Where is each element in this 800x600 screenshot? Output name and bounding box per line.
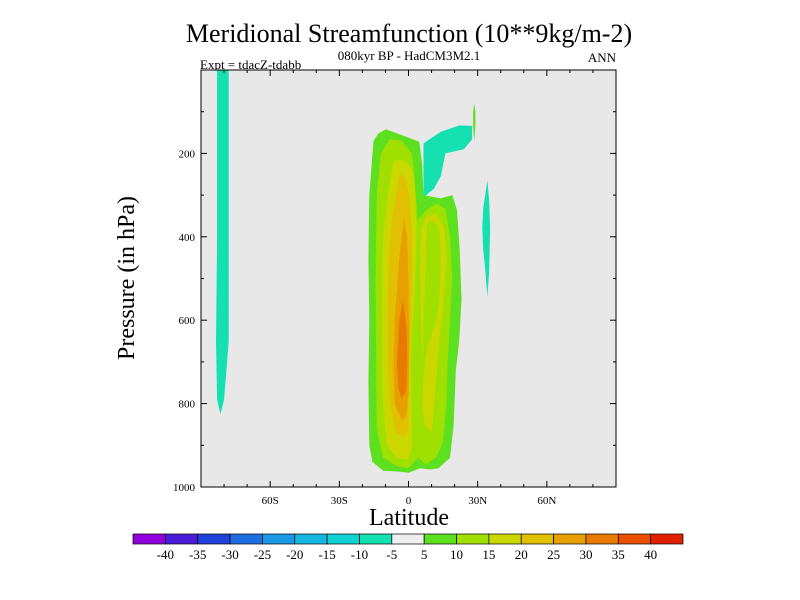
season-label: ANN <box>588 50 617 65</box>
y-tick-label: 800 <box>179 399 196 411</box>
colorbar-swatch <box>262 533 296 545</box>
colorbar-label: -20 <box>286 547 303 562</box>
colorbar-label: 10 <box>450 547 463 562</box>
colorbar-label: -30 <box>221 547 238 562</box>
colorbar-swatch <box>488 533 522 545</box>
x-tick-label: 30N <box>468 495 487 507</box>
colorbar-label: 5 <box>421 547 428 562</box>
colorbar-label: -15 <box>318 547 335 562</box>
chart-subtitle: 080kyr BP - HadCM3M2.1 <box>338 48 481 63</box>
x-tick-label: 30S <box>331 495 348 507</box>
colorbar-swatch <box>229 533 263 545</box>
colorbar-swatch <box>650 533 684 545</box>
colorbar-swatch <box>456 533 490 545</box>
contour--5-0 <box>216 70 229 415</box>
colorbar-label: -25 <box>254 547 271 562</box>
x-tick-label: 60S <box>262 495 279 507</box>
x-tick-label: 0 <box>406 495 412 507</box>
colorbar-swatch <box>359 533 393 545</box>
colorbar-swatch <box>326 533 360 545</box>
experiment-label: Expt = tdacZ-tdabb <box>200 57 301 72</box>
contour-5-3 <box>473 103 476 141</box>
y-tick-label: 400 <box>179 232 196 244</box>
colorbar-swatch <box>520 533 554 545</box>
contour-30-10 <box>397 299 408 400</box>
colorbar-label: -35 <box>189 547 206 562</box>
y-tick-label: 1000 <box>173 482 196 494</box>
colorbar-label: -5 <box>386 547 397 562</box>
colorbar-swatch <box>391 533 425 545</box>
y-axis-label: Pressure (in hPa) <box>114 196 140 360</box>
plot-area: 60S 30S 0 30N 60N 200 400 600 800 1000 <box>173 69 617 507</box>
colorbar-swatch <box>585 533 619 545</box>
colorbar-label: 25 <box>547 547 560 562</box>
colorbar-swatch <box>294 533 328 545</box>
colorbar-label: 40 <box>644 547 657 562</box>
colorbar-swatch <box>553 533 587 545</box>
colorbar-label: -40 <box>157 547 174 562</box>
colorbar-swatch <box>132 533 166 545</box>
x-tick-label: 60N <box>537 495 556 507</box>
colorbar-label: 15 <box>482 547 495 562</box>
contour--5-1 <box>423 125 473 198</box>
x-axis-label: Latitude <box>369 505 449 531</box>
colorbar-label: 20 <box>515 547 528 562</box>
colorbar-swatch <box>197 533 231 545</box>
colorbar-label: 35 <box>612 547 625 562</box>
colorbar-swatch <box>423 533 457 545</box>
chart-title: Meridional Streamfunction (10**9kg/m-2) <box>186 19 632 48</box>
colorbar-label: 30 <box>579 547 592 562</box>
y-tick-label: 200 <box>179 148 196 160</box>
colorbar-swatch <box>617 533 651 545</box>
contour-15-7 <box>420 213 447 433</box>
y-tick-label: 600 <box>179 315 196 327</box>
contour--5-2 <box>482 180 491 297</box>
colorbar: -40 -35 -30 -25 -20 -15 -10 -5 5 10 15 20 25 30 35 40 <box>132 533 684 562</box>
colorbar-swatch <box>165 533 199 545</box>
colorbar-label: -10 <box>351 547 368 562</box>
